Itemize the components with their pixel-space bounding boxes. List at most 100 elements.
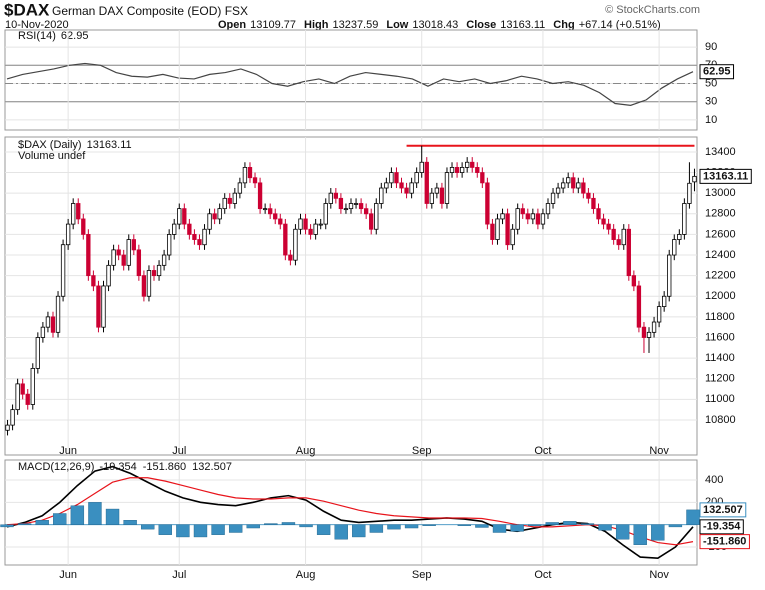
- quote-value: 13163.11: [500, 19, 545, 31]
- histogram-bar: [633, 524, 647, 545]
- x-tick-label: Nov: [649, 445, 669, 457]
- candle-body: [172, 223, 177, 235]
- candle-body: [50, 316, 56, 333]
- candle-body: [252, 177, 258, 184]
- histogram-bar: [422, 524, 436, 526]
- candle-body: [141, 275, 147, 297]
- candle-body: [470, 161, 475, 168]
- last-value-badge-box: [699, 519, 744, 535]
- last-value-badge: 62.95: [703, 66, 731, 78]
- candle-body: [510, 228, 515, 246]
- candle-body: [35, 337, 40, 369]
- quote-label: Chg: [553, 19, 574, 31]
- x-tick-label: Aug: [296, 569, 316, 581]
- candle-body: [106, 264, 111, 287]
- last-value-badge: -19.354: [703, 521, 741, 533]
- legend-value: -151.860: [143, 461, 186, 473]
- y-tick-label: 12000: [705, 290, 736, 302]
- candle-body: [687, 182, 692, 204]
- candle-body: [520, 208, 525, 215]
- histogram-bar: [352, 524, 366, 538]
- candle-body: [293, 228, 298, 261]
- x-tick-label: Jul: [172, 445, 186, 457]
- candle-body: [25, 393, 30, 405]
- candle-body: [182, 208, 187, 225]
- candle-body: [601, 218, 606, 225]
- y-tick-label: 12400: [705, 249, 736, 261]
- candle-body: [363, 208, 369, 215]
- histogram-bar: [615, 524, 630, 540]
- candle-body: [96, 285, 101, 328]
- quote-value: 13109.77: [250, 19, 296, 31]
- quote-label: Low: [386, 19, 408, 31]
- candle-body: [606, 223, 611, 230]
- candle-body: [40, 326, 46, 338]
- candle-body: [333, 192, 339, 199]
- candle-body: [273, 213, 278, 220]
- candle-body: [651, 321, 657, 333]
- histogram-bar: [580, 523, 595, 525]
- candle-body: [338, 197, 344, 210]
- candle-body: [166, 234, 172, 256]
- candle-body: [424, 161, 429, 204]
- candle-body: [621, 228, 626, 246]
- candle-body: [394, 172, 399, 184]
- legend-value: -19.354: [99, 461, 136, 473]
- candle-body: [353, 203, 359, 205]
- histogram-bar: [457, 524, 472, 526]
- candle-body: [459, 167, 465, 173]
- candle-body: [596, 208, 601, 220]
- candle-body: [65, 223, 71, 246]
- legend-label: MACD(12,26,9): [18, 461, 94, 473]
- histogram-bar: [334, 524, 348, 540]
- candle-body: [465, 161, 470, 168]
- candle-body: [161, 254, 167, 266]
- last-value-badge: 13163.11: [703, 170, 748, 182]
- candle-body: [151, 270, 157, 277]
- candle-body: [586, 192, 591, 199]
- histogram-bar: [563, 521, 577, 525]
- y-tick-label: 11600: [705, 331, 735, 343]
- candle-body: [560, 182, 566, 189]
- y-tick-label: 10800: [705, 414, 736, 426]
- candle-body: [313, 223, 318, 235]
- histogram-bar: [193, 524, 208, 538]
- y-tick-label: 50: [705, 77, 717, 89]
- x-tick-label: Sep: [412, 569, 432, 581]
- last-value-badge-box: [699, 64, 735, 80]
- candle-body: [262, 208, 268, 211]
- candle-body: [323, 203, 328, 225]
- candle-body: [409, 182, 414, 194]
- candle-body: [202, 228, 207, 246]
- candle-body: [682, 203, 687, 235]
- candle-body: [566, 177, 571, 184]
- date: 10-Nov-2020: [5, 19, 69, 31]
- candle-body: [495, 218, 500, 240]
- candle-body: [131, 239, 136, 251]
- candle-body: [500, 213, 505, 220]
- histogram-bar: [123, 520, 137, 525]
- histogram-bar: [228, 524, 243, 533]
- histogram-bar: [545, 522, 559, 525]
- candle-body: [60, 244, 66, 297]
- histogram-bar: [492, 524, 507, 533]
- histogram-bar: [686, 509, 700, 525]
- candle-body: [15, 383, 20, 411]
- legend-value: 13163.11: [87, 139, 132, 151]
- candle-body: [192, 234, 197, 240]
- x-tick-label: Jun: [59, 445, 77, 457]
- candle-body: [156, 264, 162, 277]
- legend-label: $DAX (Daily): [18, 139, 82, 151]
- histogram-bar: [0, 524, 14, 528]
- y-tick-label: 90: [705, 41, 717, 53]
- x-tick-label: Oct: [534, 445, 551, 457]
- histogram-bar: [176, 524, 190, 538]
- rsi-panel: [4, 29, 698, 131]
- candle-body: [207, 213, 212, 230]
- candle-body: [485, 182, 490, 225]
- candle-body: [626, 228, 631, 277]
- quote-value: 13237.59: [332, 19, 378, 31]
- candle-body: [535, 213, 541, 225]
- histogram-bar: [70, 505, 85, 525]
